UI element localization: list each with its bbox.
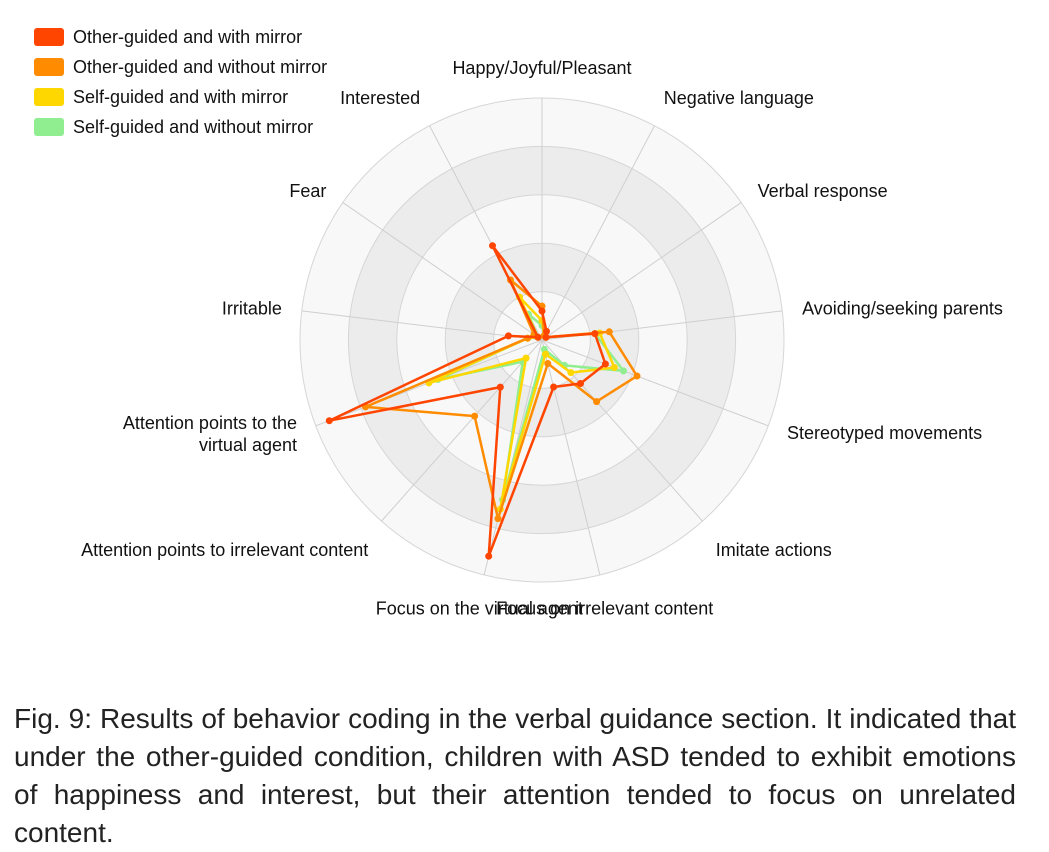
legend-swatch [34, 118, 64, 136]
series-point [522, 354, 530, 362]
legend-label: Self-guided and with mirror [73, 86, 289, 107]
series-point [542, 350, 549, 358]
series-point [496, 383, 504, 391]
legend-swatch [34, 88, 64, 106]
category-label: Attention points to the virtual agent [123, 413, 297, 455]
series-point [471, 412, 479, 420]
grid-spoke [541, 339, 769, 427]
category-label: Negative language [664, 88, 814, 108]
legend-swatch [34, 28, 64, 46]
series-point [591, 330, 599, 338]
radar-category-labels: Happy/Joyful/Pleasant Negative language Ve… [81, 58, 1003, 618]
legend-item: Other-guided and with mirror [34, 22, 327, 52]
category-label: Imitate actions [716, 540, 832, 560]
series-point [610, 364, 618, 371]
radar-series [325, 242, 641, 560]
legend-swatch [34, 58, 64, 76]
grid-spoke [342, 202, 543, 341]
series-point [485, 552, 493, 560]
series-line [328, 244, 607, 558]
legend-item: Self-guided and without mirror [34, 112, 327, 142]
legend-label: Self-guided and without mirror [73, 116, 314, 137]
series-point [593, 398, 601, 406]
series-point [633, 372, 641, 380]
series-point [534, 333, 542, 341]
category-label: Happy/Joyful/Pleasant [452, 58, 631, 78]
radar-chart: Happy/Joyful/Pleasant Negative language Ve… [81, 58, 1003, 618]
legend-label: Other-guided and with mirror [73, 26, 303, 47]
grid-spoke [541, 339, 601, 576]
figure-caption: Fig. 9: Results of behavior coding in th… [14, 703, 1016, 848]
series-point [577, 380, 584, 387]
category-label: Verbal response [758, 181, 888, 201]
series-point [544, 360, 552, 367]
series-point [494, 515, 502, 523]
series-point [567, 369, 575, 377]
series-point [542, 333, 550, 341]
series-point [325, 417, 333, 425]
legend-item: Self-guided and with mirror [34, 82, 327, 112]
legend-item: Other-guided and without mirror [34, 52, 327, 82]
category-label: Irritable [222, 298, 282, 318]
grid-spoke [541, 125, 655, 341]
category-label: Fear [289, 181, 326, 201]
series-point [543, 327, 550, 335]
grid-spoke [541, 202, 742, 341]
series-point [605, 328, 613, 336]
legend-label: Other-guided and without mirror [73, 56, 328, 77]
series-point [550, 383, 558, 391]
category-label: Interested [340, 88, 420, 108]
series-point [620, 367, 627, 375]
category-label: Focus on irrelevant content [496, 598, 713, 618]
grid-spoke [381, 339, 543, 522]
series-point [601, 360, 609, 368]
grid-spoke [301, 310, 543, 341]
category-label: Focus on the virtual agent [376, 598, 583, 618]
series-point [538, 307, 546, 315]
series-point [489, 242, 496, 250]
category-label: Avoiding/seeking parents [802, 298, 1003, 318]
series-point [504, 332, 512, 340]
category-label: Stereotyped movements [787, 423, 982, 443]
chart-legend: Other-guided and with mirror Other-guide… [34, 22, 327, 142]
category-label: Attention points to irrelevant content [81, 540, 368, 560]
